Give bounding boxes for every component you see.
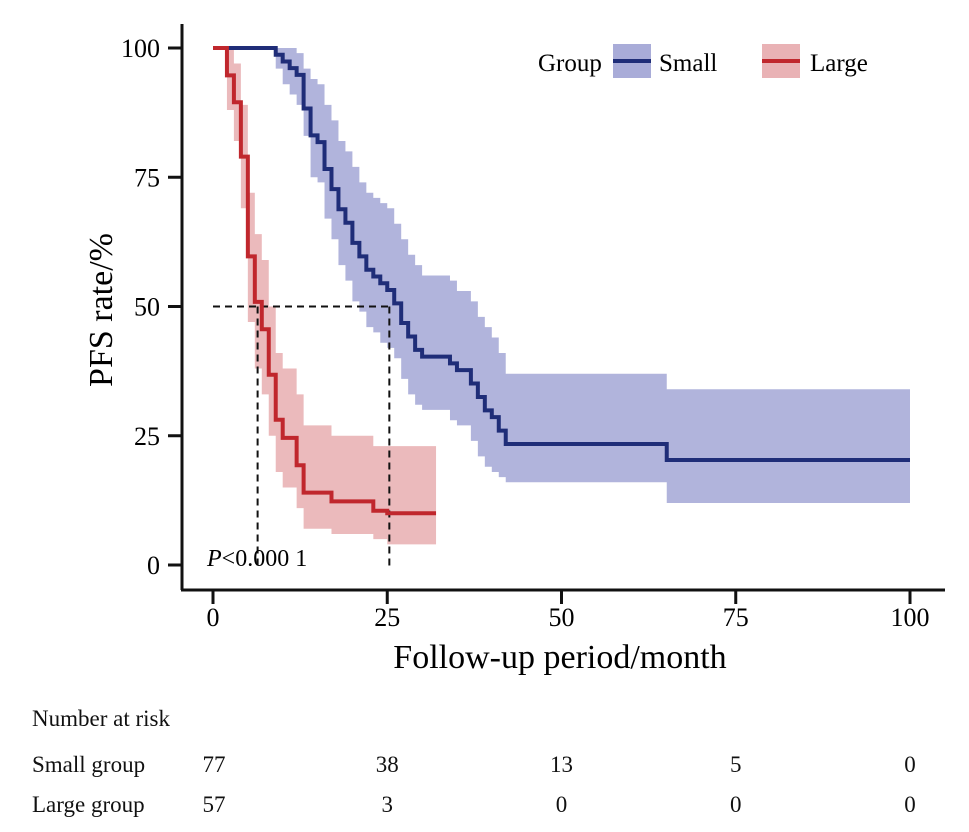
risk-table-title: Number at risk [32,706,170,731]
y-tick-label-25: 25 [134,422,160,451]
x-tick-label-100: 100 [891,603,930,632]
legend-label-large: Large [810,50,868,77]
risk-count: 0 [555,792,568,817]
p-value-annotation: P<0.000 1 [206,546,307,572]
x-tick-label-75: 75 [723,603,749,632]
risk-count: 57 [202,792,226,817]
ci-band-large [213,48,437,545]
axes: 0 25 50 75 100 0 25 50 75 100 [121,24,945,632]
x-tick-label-0: 0 [207,603,220,632]
curve-large [213,46,437,516]
risk-count: 13 [550,752,573,777]
risk-count: 0 [904,792,916,817]
risk-row-label: Small group [32,752,146,777]
y-axis-label: PFS rate/% [83,233,120,387]
confidence-bands [213,48,910,545]
legend-label-small: Small [659,50,717,77]
p-symbol: P [206,546,222,572]
risk-count: 0 [904,752,916,777]
km-chart: 0 25 50 75 100 0 25 50 75 100 Group Small Large PFS… [83,24,945,676]
x-axis-label: Follow-up period/month [393,639,726,676]
risk-count: 38 [375,752,399,777]
y-tick-label-75: 75 [134,163,160,192]
risk-count: 0 [730,792,742,817]
risk-count: 5 [730,752,742,777]
legend-title: Group [538,50,602,77]
risk-count: 77 [202,752,226,777]
x-tick-label-25: 25 [374,603,400,632]
y-tick-label-50: 50 [134,293,160,322]
survival-curves [213,46,910,516]
legend: Group Small Large [538,44,868,78]
y-tick-label-100: 100 [121,34,160,63]
p-text: <0.000 1 [222,546,308,572]
risk-count: 3 [381,792,394,817]
ci-band-small [213,48,910,503]
y-tick-label-0: 0 [147,551,160,580]
risk-row-label: Large group [32,792,145,817]
x-tick-label-50: 50 [549,603,575,632]
curve-small [213,46,910,463]
median-guides [213,305,391,567]
